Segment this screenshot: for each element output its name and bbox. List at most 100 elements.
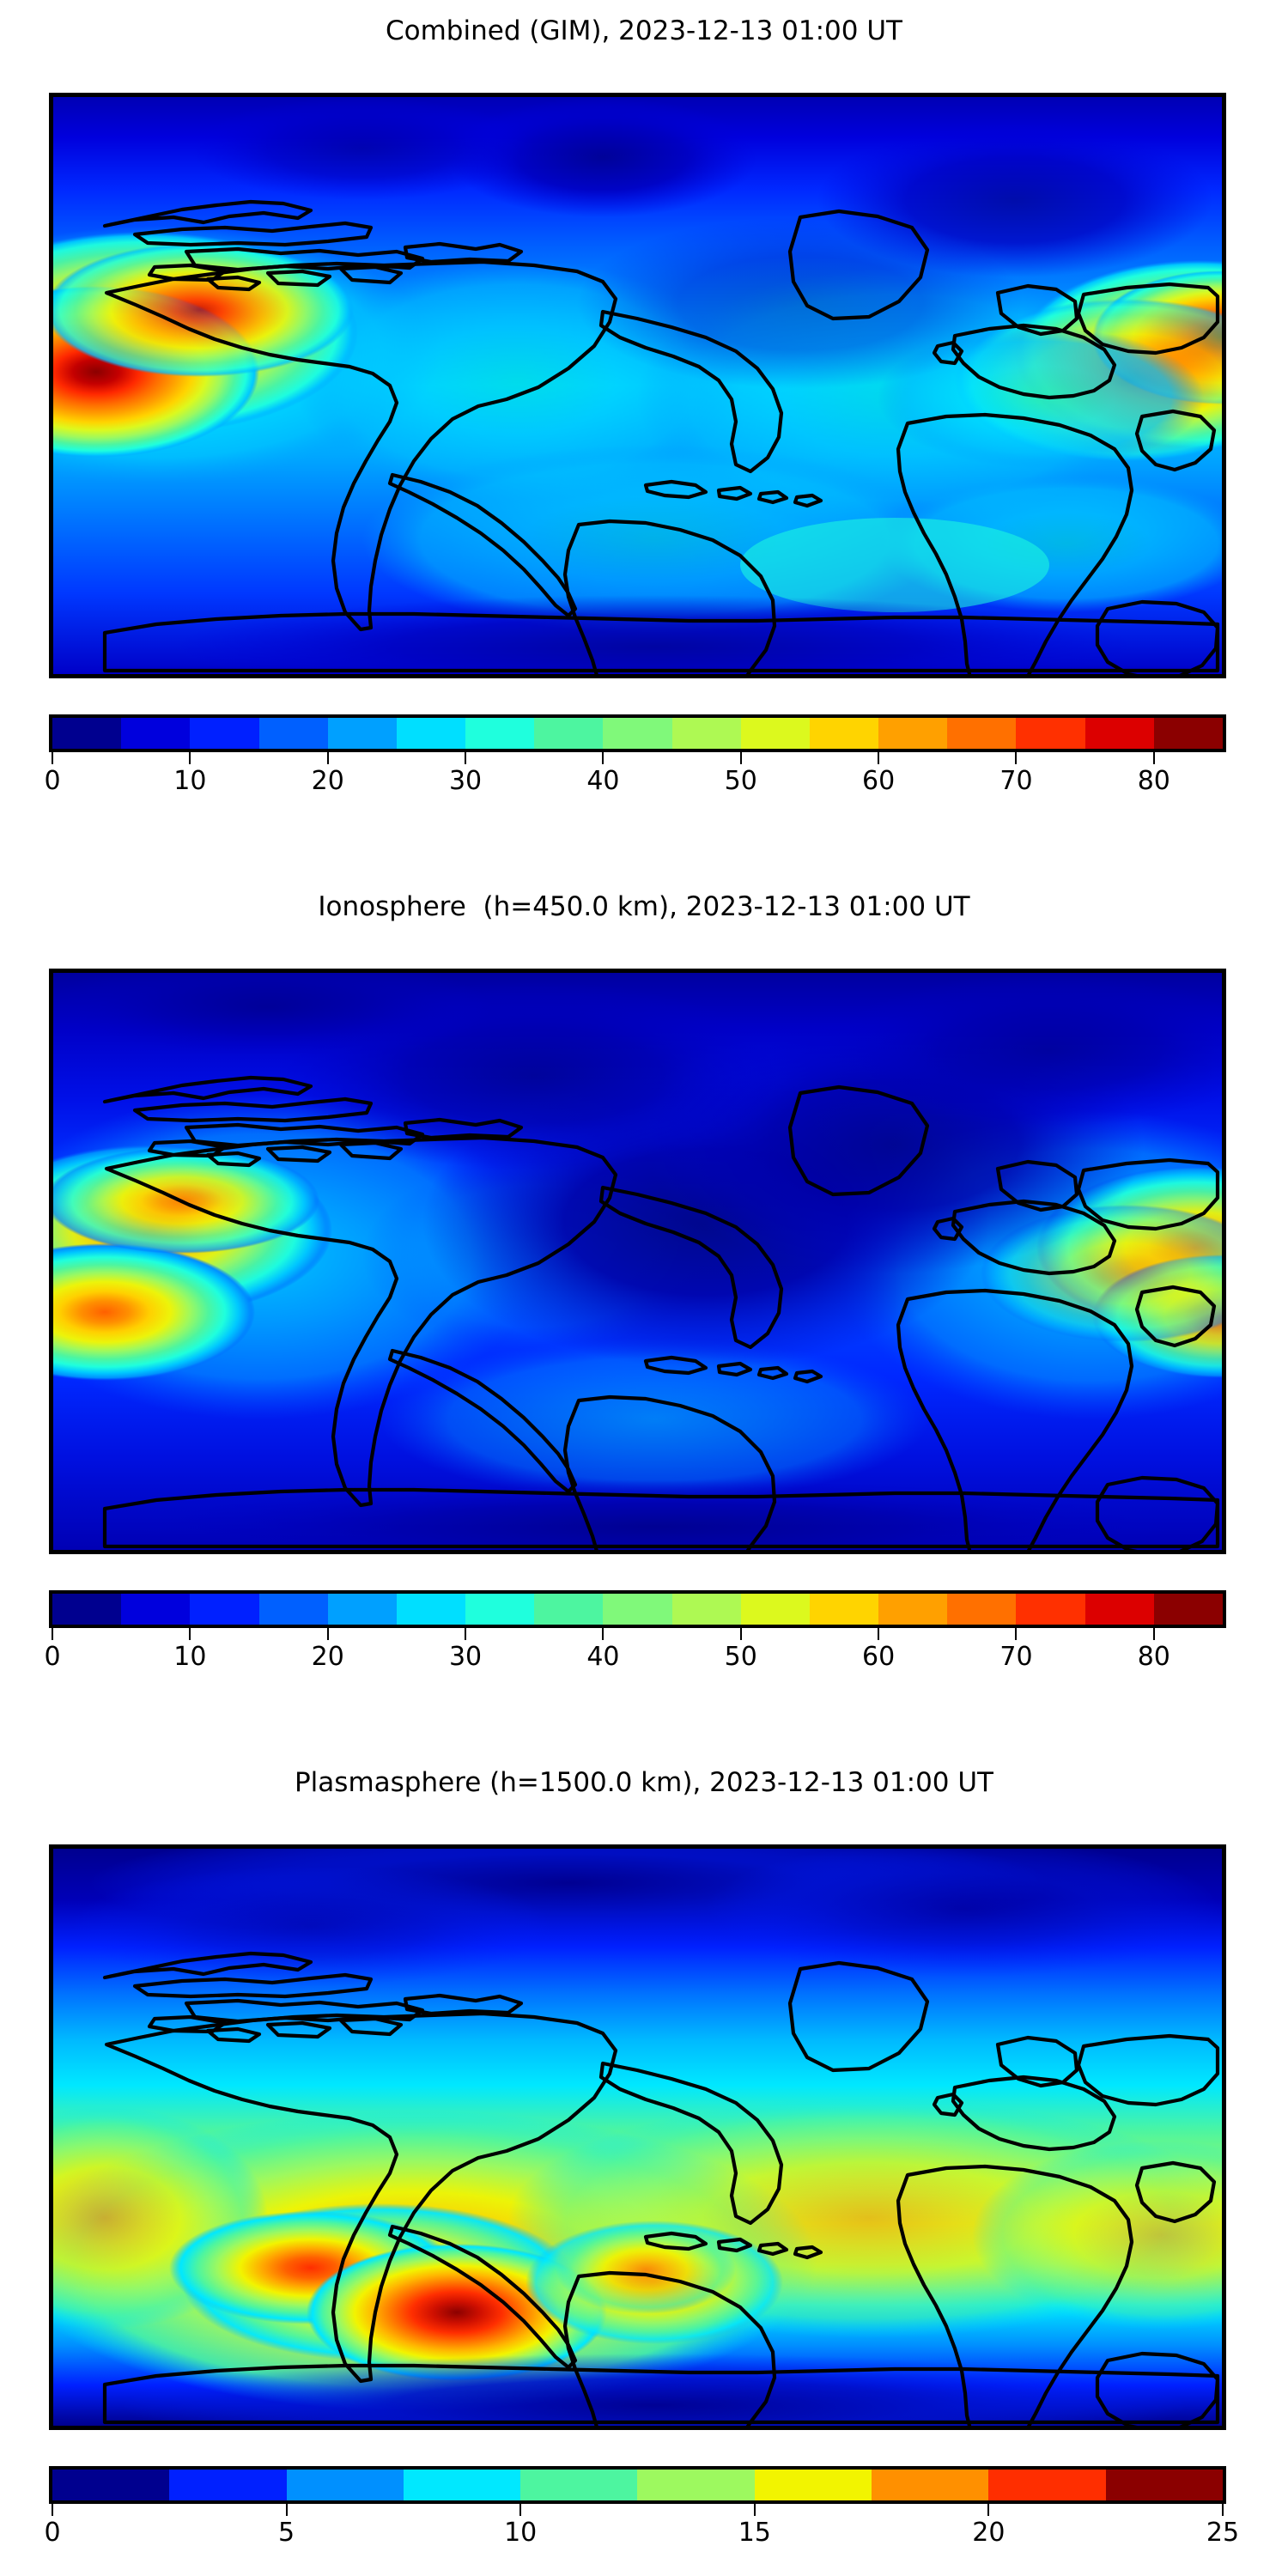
colorbar-tick-label: 40: [586, 1642, 620, 1672]
colorbar-band: [603, 718, 672, 749]
colorbar-band: [465, 1594, 535, 1625]
colorbar-tick-label: 40: [586, 766, 620, 796]
colorbar-tick: [878, 1628, 880, 1640]
colorbar-band: [671, 718, 741, 749]
colorbar-ionosphere: [49, 1590, 1226, 1628]
colorbar-band: [671, 1594, 741, 1625]
colorbar-tick-label: 10: [173, 766, 207, 796]
colorbar-tick-label: 15: [738, 2518, 771, 2548]
tec-contour-bands: [53, 973, 1222, 1550]
colorbar-tick: [465, 1628, 467, 1640]
colorbar-tick-label: 80: [1137, 1642, 1170, 1672]
map-combined: [49, 93, 1226, 678]
panel-ionosphere: Ionosphere (h=450.0 km), 2023-12-13 01:0…: [0, 876, 1288, 1752]
colorbar-tick-label: 20: [311, 766, 344, 796]
map-svg-combined: [53, 97, 1222, 674]
colorbar-tick: [753, 2504, 756, 2516]
colorbar-labels-ionosphere: 0 10 20 30 40 50 60 70 80: [0, 1642, 1288, 1676]
colorbar-band: [190, 718, 259, 749]
colorbar-combined: [49, 714, 1226, 752]
map-svg-plasmasphere: [53, 1849, 1222, 2426]
colorbar-tick-label: 20: [311, 1642, 344, 1672]
colorbar-band: [396, 1594, 466, 1625]
colorbar-tick-label: 0: [44, 2518, 61, 2548]
colorbar-tick-label: 60: [862, 766, 896, 796]
colorbar-tick: [189, 752, 191, 764]
colorbar-band: [169, 2470, 287, 2500]
colorbar-band: [258, 1594, 328, 1625]
colorbar-band: [327, 1594, 397, 1625]
colorbar-band: [1016, 718, 1085, 749]
colorbar-band: [988, 2470, 1106, 2500]
panel-title-combined: Combined (GIM), 2023-12-13 01:00 UT: [386, 15, 902, 46]
colorbar-band: [534, 718, 604, 749]
colorbar-band: [809, 718, 879, 749]
colorbar-band: [258, 718, 328, 749]
colorbar-tick: [1015, 1628, 1018, 1640]
colorbar-tick: [52, 752, 53, 764]
colorbar-tick: [52, 1628, 53, 1640]
colorbar-band: [740, 1594, 810, 1625]
colorbar-tick: [739, 1628, 742, 1640]
colorbar-band: [1105, 2470, 1223, 2500]
colorbar-band: [947, 1594, 1017, 1625]
colorbar-tick-label: 70: [999, 766, 1033, 796]
tec-contour-bands: [53, 1849, 1222, 2426]
colorbar-band: [396, 718, 466, 749]
colorbar-tick-label: 20: [972, 2518, 1005, 2548]
map-ionosphere: [49, 969, 1226, 1554]
colorbar-tick: [1152, 1628, 1155, 1640]
panel-title-plasmasphere: Plasmasphere (h=1500.0 km), 2023-12-13 0…: [294, 1767, 993, 1798]
colorbar-band: [878, 1594, 948, 1625]
colorbar-band: [52, 718, 122, 749]
colorbar-band: [740, 718, 810, 749]
colorbar-band: [190, 1594, 259, 1625]
colorbar-tick-label: 10: [504, 2518, 538, 2548]
colorbar-band: [872, 2470, 989, 2500]
colorbar-band: [947, 718, 1017, 749]
colorbar-band: [520, 2470, 638, 2500]
colorbar-ticks-combined: [49, 752, 1226, 764]
colorbar-tick: [52, 2504, 53, 2516]
colorbar-tick: [189, 1628, 191, 1640]
colorbar-tick: [519, 2504, 522, 2516]
colorbar-band: [637, 2470, 755, 2500]
colorbar-tick: [987, 2504, 990, 2516]
colorbar-tick-label: 30: [448, 1642, 483, 1672]
colorbar-band: [1153, 718, 1223, 749]
colorbar-labels-plasmasphere: 0 5 10 15 20 25: [0, 2518, 1288, 2552]
colorbar-band: [878, 718, 948, 749]
colorbar-tick: [326, 1628, 329, 1640]
colorbar-band: [754, 2470, 872, 2500]
colorbar-tick: [878, 752, 880, 764]
colorbar-tick: [465, 752, 467, 764]
colorbar-tick-label: 5: [278, 2518, 295, 2548]
colorbar-band: [1084, 718, 1154, 749]
colorbar-tick-label: 0: [44, 766, 61, 796]
colorbar-tick-label: 50: [724, 1642, 757, 1672]
colorbar-band: [121, 1594, 191, 1625]
colorbar-tick-label: 10: [173, 1642, 207, 1672]
colorbar-tick-label: 0: [44, 1642, 61, 1672]
colorbar-tick-label: 30: [448, 766, 483, 796]
colorbar-band: [809, 1594, 879, 1625]
colorbar-band: [403, 2470, 521, 2500]
map-plasmasphere: [49, 1844, 1226, 2430]
colorbar-tick: [602, 752, 605, 764]
panel-combined: Combined (GIM), 2023-12-13 01:00 UT: [0, 0, 1288, 876]
panel-title-ionosphere: Ionosphere (h=450.0 km), 2023-12-13 01:0…: [318, 891, 970, 922]
colorbar-tick: [739, 752, 742, 764]
colorbar-band: [286, 2470, 404, 2500]
colorbar-band: [52, 2470, 170, 2500]
colorbar-band: [603, 1594, 672, 1625]
colorbar-tick: [1152, 752, 1155, 764]
panel-plasmasphere: Plasmasphere (h=1500.0 km), 2023-12-13 0…: [0, 1752, 1288, 2576]
colorbar-tick-label: 70: [999, 1642, 1033, 1672]
colorbar-band: [327, 718, 397, 749]
colorbar-plasmasphere: [49, 2466, 1226, 2504]
colorbar-band: [534, 1594, 604, 1625]
colorbar-tick-label: 60: [862, 1642, 896, 1672]
colorbar-ticks-plasmasphere: [49, 2504, 1226, 2516]
colorbar-band: [52, 1594, 122, 1625]
